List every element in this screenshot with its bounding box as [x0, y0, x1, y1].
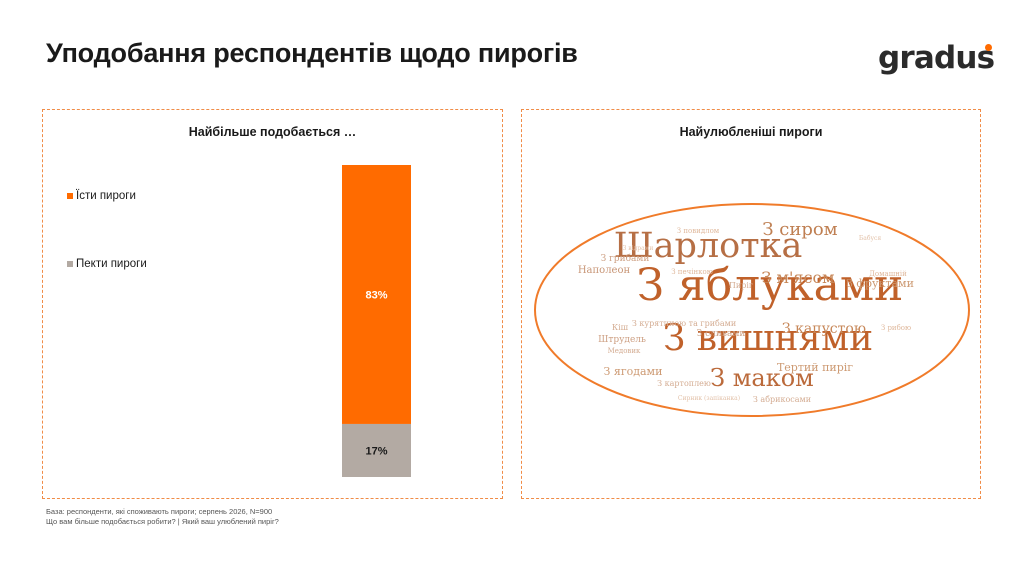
- word-cloud-word: З маком: [710, 364, 814, 392]
- word-cloud-word: З капустою: [782, 321, 866, 337]
- word-cloud-panel: Найулюбленіші пироги З яблуками Шарлотка З…: [521, 109, 981, 499]
- stacked-bar-chart: 83% 17%: [342, 165, 411, 477]
- word-cloud-ellipse: [534, 203, 970, 417]
- bar-data-label-eat: 83%: [365, 289, 387, 301]
- bar-segment-bake: [342, 423, 411, 477]
- word-cloud-word: З фруктами: [846, 277, 914, 290]
- word-cloud-word: З картоплею: [657, 379, 711, 388]
- word-cloud-word: З курятиною та грибами: [632, 319, 736, 328]
- word-cloud-word: З відрами: [623, 245, 654, 252]
- word-cloud-word: З рибою: [881, 324, 911, 332]
- legend-label-eat: Їсти пироги: [76, 190, 136, 202]
- bar-segment-eat: [342, 165, 411, 424]
- word-cloud-word: З сливами: [697, 329, 746, 339]
- word-cloud-word: Сирник (запіканка): [678, 395, 740, 402]
- word-cloud-word: Наполеон: [578, 265, 631, 276]
- legend-item-eat: Їсти пироги: [67, 190, 136, 202]
- word-cloud-word: З печінкою: [671, 268, 713, 276]
- brand-logo: gradus: [878, 40, 995, 76]
- word-cloud-word: З вишнями: [663, 318, 873, 359]
- word-cloud-word: З яблуками: [637, 260, 904, 311]
- legend-item-bake: Пекти пироги: [67, 258, 147, 270]
- word-cloud-word: Бабуся: [859, 235, 881, 242]
- word-cloud-word: Медовик: [608, 347, 641, 355]
- word-cloud-word: Кіш: [612, 323, 629, 332]
- legend-swatch-bake: [67, 261, 73, 267]
- footnote-base: База: респонденти, які споживають пироги…: [46, 507, 273, 516]
- word-cloud-word: Шарлотка: [614, 226, 803, 266]
- word-cloud-word: З повидлом: [677, 227, 720, 235]
- word-cloud-title: Найулюбленіші пироги: [679, 125, 823, 139]
- word-cloud-word: З абрикосами: [753, 395, 811, 404]
- legend-label-bake: Пекти пироги: [76, 258, 147, 270]
- word-cloud-word: З ягодами: [604, 365, 663, 378]
- bar-chart-panel: Найбільше подобається … Їсти пироги Пект…: [42, 109, 503, 499]
- word-cloud-word: З сиром: [762, 219, 837, 240]
- bar-chart-title: Найбільше подобається …: [188, 125, 357, 139]
- bar-data-label-bake: 17%: [365, 445, 387, 457]
- word-cloud-word: Пиріг: [729, 281, 753, 290]
- page-title: Уподобання респондентів щодо пирогів: [46, 38, 578, 68]
- footnote-question: Що вам більше подобається робити? | Який…: [46, 516, 279, 526]
- word-cloud-word: Штрудель: [598, 335, 646, 345]
- footnote: База: респонденти, які споживають пироги…: [46, 507, 279, 526]
- word-cloud-word: Тертий пиріг: [777, 361, 853, 374]
- word-cloud-word: Домашній: [869, 270, 907, 278]
- word-cloud-word: З м'ясом: [761, 268, 834, 287]
- legend-swatch-eat: [67, 193, 73, 199]
- brand-logo-dot: [985, 44, 992, 51]
- word-cloud-word: З грибами: [601, 253, 650, 264]
